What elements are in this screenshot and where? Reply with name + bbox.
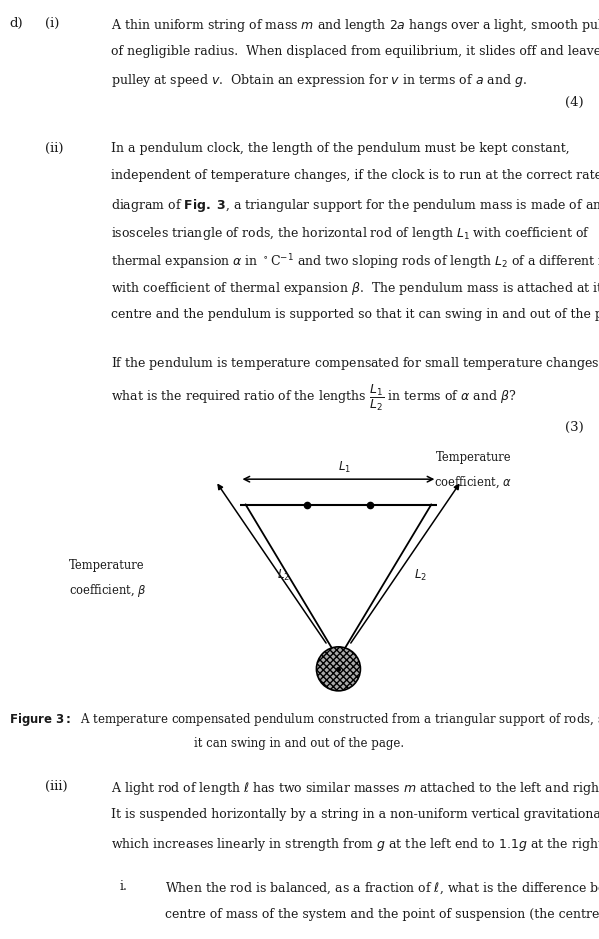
Text: what is the required ratio of the lengths $\dfrac{L_1}{L_2}$ in terms of $\alpha: what is the required ratio of the length… (111, 382, 516, 412)
Text: $\mathbf{Figure\ 3:}$  A temperature compensated pendulum constructed from a tri: $\mathbf{Figure\ 3:}$ A temperature comp… (9, 711, 599, 728)
Text: independent of temperature changes, if the clock is to run at the correct rate. : independent of temperature changes, if t… (111, 169, 599, 182)
Text: of negligible radius.  When displaced from equilibrium, it slides off and leaves: of negligible radius. When displaced fro… (111, 44, 599, 57)
Text: In a pendulum clock, the length of the pendulum must be kept constant,: In a pendulum clock, the length of the p… (111, 142, 570, 155)
Text: If the pendulum is temperature compensated for small temperature changes $\Delta: If the pendulum is temperature compensat… (111, 355, 599, 372)
Text: $L_2$: $L_2$ (415, 568, 427, 583)
Text: It is suspended horizontally by a string in a non-uniform vertical gravitational: It is suspended horizontally by a string… (111, 808, 599, 821)
Text: Temperature: Temperature (69, 559, 144, 572)
Text: which increases linearly in strength from $g$ at the left end to $1.1g$ at the r: which increases linearly in strength fro… (111, 836, 599, 853)
Ellipse shape (316, 647, 361, 691)
Text: When the rod is balanced, as a fraction of $\ell$, what is the difference betwee: When the rod is balanced, as a fraction … (165, 880, 599, 896)
Text: thermal expansion $\alpha$ in $^\circ$C$^{-1}$ and two sloping rods of length $L: thermal expansion $\alpha$ in $^\circ$C$… (111, 253, 599, 272)
Text: A thin uniform string of mass $m$ and length $2a$ hangs over a light, smooth pul: A thin uniform string of mass $m$ and le… (111, 17, 599, 34)
Text: coefficient, $\alpha$: coefficient, $\alpha$ (434, 474, 512, 490)
Text: coefficient, $\beta$: coefficient, $\beta$ (69, 582, 147, 599)
Text: Temperature: Temperature (435, 451, 511, 464)
Text: centre of mass of the system and the point of suspension (the centre of gravity): centre of mass of the system and the poi… (165, 908, 599, 921)
Text: isosceles triangle of rods, the horizontal rod of length $L_1$ with coefficient : isosceles triangle of rods, the horizont… (111, 224, 590, 241)
Text: i.: i. (120, 880, 128, 893)
Text: (iii): (iii) (45, 780, 68, 793)
Text: centre and the pendulum is supported so that it can swing in and out of the page: centre and the pendulum is supported so … (111, 308, 599, 321)
Text: $L_2$: $L_2$ (277, 568, 289, 583)
Text: (4): (4) (565, 96, 584, 109)
Text: diagram of $\mathbf{Fig.\ 3}$, a triangular support for the pendulum mass is mad: diagram of $\mathbf{Fig.\ 3}$, a triangu… (111, 197, 599, 214)
Text: (ii): (ii) (45, 142, 63, 155)
Text: A light rod of length $\ell$ has two similar masses $m$ attached to the left and: A light rod of length $\ell$ has two sim… (111, 780, 599, 797)
Text: d): d) (9, 17, 23, 30)
Text: (3): (3) (565, 422, 584, 435)
Text: with coefficient of thermal expansion $\beta$.  The pendulum mass is attached at: with coefficient of thermal expansion $\… (111, 280, 599, 297)
Text: pulley at speed $v$.  Obtain an expression for $v$ in terms of $a$ and $g$.: pulley at speed $v$. Obtain an expressio… (111, 72, 527, 89)
Text: it can swing in and out of the page.: it can swing in and out of the page. (195, 737, 404, 750)
Text: $L_1$: $L_1$ (338, 460, 351, 475)
Text: (i): (i) (45, 17, 59, 30)
